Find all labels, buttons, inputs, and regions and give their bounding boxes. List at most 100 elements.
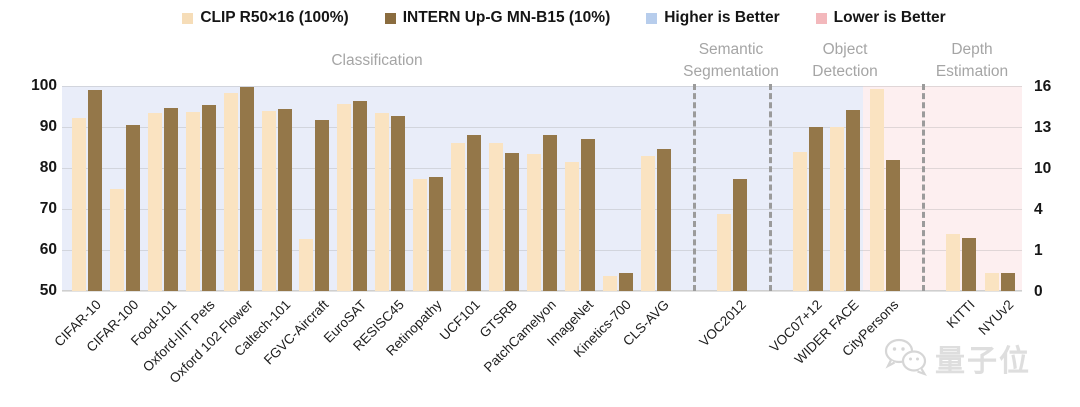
bar-intern	[391, 116, 406, 291]
right-axis-tick: 10	[1034, 160, 1052, 177]
bar-clip	[147, 113, 162, 291]
legend-swatch	[182, 12, 194, 24]
bar-intern	[125, 125, 140, 291]
legend-label: Lower is Better	[833, 9, 946, 26]
bar-intern	[656, 149, 671, 291]
bar-intern	[809, 127, 823, 291]
legend-item: Higher is Better	[646, 9, 780, 27]
gridline	[62, 86, 1022, 87]
category-label: Food-101	[127, 297, 180, 349]
bar-intern	[886, 160, 900, 291]
left-axis-tick: 60	[39, 241, 57, 258]
category-label: VOC07+12	[766, 297, 825, 356]
bar-intern	[618, 273, 633, 291]
category-label: CIFAR-10	[51, 297, 104, 350]
right-axis-tick: 4	[1034, 201, 1043, 218]
category-label: WIDER FACE	[791, 297, 862, 368]
left-axis-tick: 80	[39, 159, 57, 176]
category-label: Retinopathy	[383, 297, 445, 359]
bar-clip	[337, 104, 352, 291]
gridline	[62, 250, 1022, 251]
section-title: Semantic Segmentation	[683, 41, 779, 80]
watermark-text: 量子位	[935, 345, 1031, 378]
legend-swatch	[646, 12, 658, 24]
bar-clip	[223, 93, 238, 291]
section-separator	[922, 84, 925, 291]
bar-clip	[375, 113, 390, 291]
bar-clip	[526, 154, 541, 291]
bar-intern	[88, 90, 102, 291]
bar-clip	[946, 234, 960, 291]
bar-intern	[733, 179, 747, 291]
legend-item: INTERN Up-G MN-B15 (10%)	[384, 9, 611, 27]
left-axis-tick: 90	[39, 118, 57, 135]
legend-label: CLIP R50×16 (100%)	[200, 9, 349, 26]
bar-intern	[504, 153, 519, 291]
category-label: NYUv2	[975, 297, 1017, 338]
bar-intern	[201, 105, 216, 291]
category-label: Kinetics-700	[571, 297, 635, 361]
x-axis-labels: CIFAR-10 CIFAR-100 Food-101 Oxford-IIIT Pet…	[51, 297, 1022, 407]
left-axis-tick: 50	[39, 282, 57, 299]
category-label: ImageNet	[544, 297, 597, 349]
category-label: UCF101	[436, 297, 483, 344]
gridline	[62, 127, 1022, 128]
category-label: Oxford 102 Flower	[166, 297, 256, 387]
category-label: VOC2012	[696, 297, 749, 350]
bar-intern	[163, 108, 178, 291]
bar-intern	[1001, 273, 1015, 291]
bar-clip	[413, 179, 428, 291]
bar-clip	[830, 127, 844, 291]
section-title: Classification	[331, 52, 423, 69]
bar-intern	[467, 135, 481, 291]
bar-intern	[429, 177, 444, 291]
watermark: 量子位	[882, 336, 1031, 380]
gridline	[62, 291, 1022, 292]
category-label: Caltech-101	[231, 297, 294, 360]
wechat-icon	[884, 338, 927, 377]
bar-intern	[846, 110, 860, 291]
bar-clip	[564, 162, 579, 291]
legend-item: Lower is Better	[815, 9, 946, 27]
bar-clip	[185, 112, 200, 291]
legend-item: CLIP R50×16 (100%)	[182, 9, 349, 27]
bar-clip	[985, 273, 999, 291]
bar-clip	[261, 111, 276, 291]
right-axis-tick: 13	[1034, 119, 1052, 136]
right-axis-tick: 0	[1034, 283, 1043, 300]
bar-intern	[353, 101, 368, 291]
bar-clip	[299, 239, 314, 291]
left-axis-tick: 70	[39, 200, 57, 217]
legend: CLIP R50×16 (100%) INTERN Up-G MN-B15 (10…	[0, 9, 1080, 27]
category-label: PatchCamelyon	[480, 297, 559, 376]
legend-label: INTERN Up-G MN-B15 (10%)	[402, 9, 611, 26]
right-axis-tick: 1	[1034, 242, 1043, 259]
category-label: GTSRB	[477, 297, 521, 341]
plot-area	[62, 84, 1022, 292]
bar-clip	[640, 156, 655, 291]
category-label: RESISC45	[350, 297, 407, 354]
right-axis-tick: 16	[1034, 78, 1052, 95]
bar-intern	[580, 139, 595, 291]
category-label: FGVC-Aircraft	[260, 297, 332, 368]
category-label: CLS-AVG	[620, 297, 673, 349]
bar-clip	[870, 89, 884, 291]
bar-clip	[602, 276, 617, 291]
category-label: EuroSAT	[320, 297, 369, 346]
bar-intern	[962, 238, 976, 291]
section-title: Object Detection	[812, 41, 878, 80]
x-axis-line	[62, 290, 1022, 291]
category-label: Oxford-IIIT Pets	[139, 297, 218, 375]
bar-clip	[717, 214, 731, 291]
bar-intern	[315, 120, 330, 291]
section-title: Depth Estimation	[935, 41, 1009, 80]
category-label: CIFAR-100	[83, 297, 142, 355]
bar-clip	[109, 189, 124, 291]
legend-swatch	[384, 12, 396, 24]
bar-clip	[451, 143, 465, 291]
bar-clip	[488, 143, 503, 291]
bar-intern	[239, 87, 254, 291]
bar-clip	[793, 152, 807, 291]
left-axis-tick: 100	[31, 77, 57, 94]
